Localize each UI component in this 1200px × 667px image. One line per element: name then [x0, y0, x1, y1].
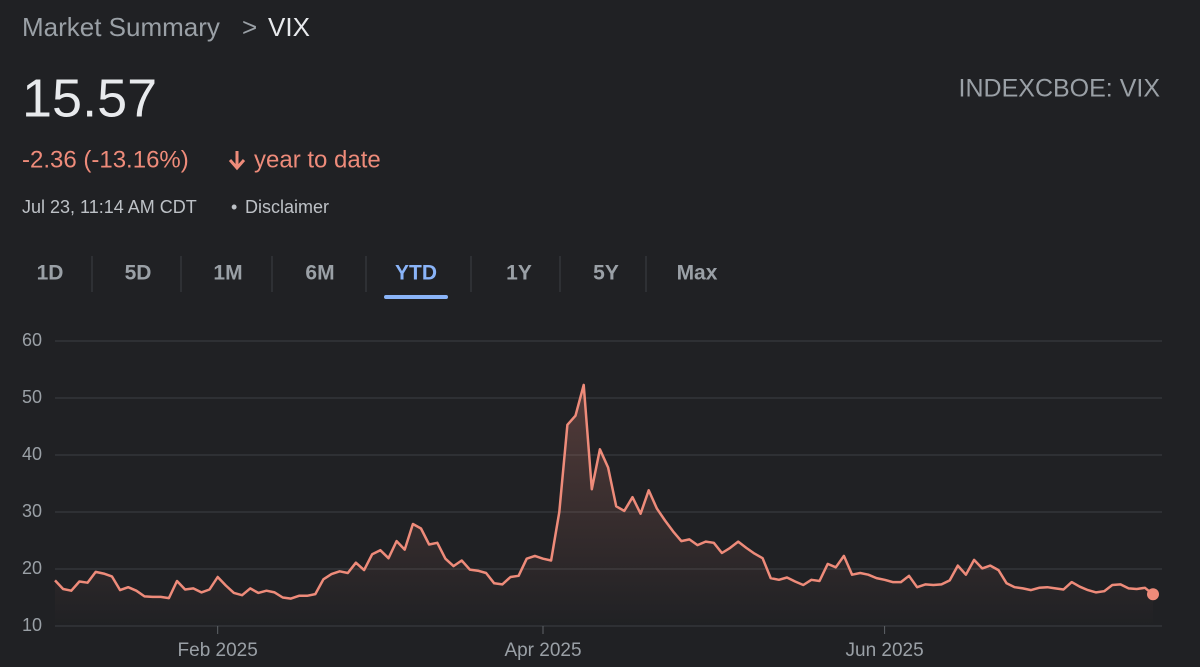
- change: -2.36 (-13.16%): [22, 146, 189, 173]
- breadcrumb-separator: >: [242, 12, 257, 42]
- disclaimer[interactable]: Disclaimer: [245, 197, 329, 217]
- range-tab[interactable]: 5Y: [593, 262, 619, 285]
- range-tab[interactable]: Max: [677, 262, 718, 285]
- line: [54, 383, 1154, 600]
- breadcrumb-current: VIX: [268, 12, 310, 42]
- price: 15.57: [22, 68, 157, 128]
- active-tab-indicator: [384, 295, 448, 299]
- y-tick-label: 10: [22, 615, 42, 635]
- y-tick-label: 50: [22, 387, 42, 407]
- x-tick-label: Feb 2025: [178, 640, 258, 661]
- range-tab[interactable]: 1M: [213, 262, 242, 285]
- range-tab[interactable]: YTD: [395, 262, 437, 285]
- ticker: INDEXCBOE: VIX: [959, 75, 1161, 103]
- period: year to date: [254, 146, 381, 173]
- bullet: •: [231, 197, 237, 217]
- chart: 10 20 30 40 50 60 Feb 2025 Apr 2025 Jun 2025: [22, 330, 1162, 661]
- range-tab[interactable]: 1D: [37, 262, 64, 285]
- breadcrumb-parent[interactable]: Market Summary: [22, 12, 220, 42]
- range-tabs: 1D 5D 1M 6M YTD 1Y 5Y Max: [37, 256, 718, 299]
- x-tick-label: Jun 2025: [846, 640, 924, 661]
- range-tab[interactable]: 6M: [305, 262, 334, 285]
- timestamp: Jul 23, 11:14 AM CDT: [22, 197, 197, 217]
- range-tab[interactable]: 5D: [125, 262, 152, 285]
- y-tick-label: 60: [22, 330, 42, 350]
- area: [55, 384, 1153, 626]
- down-arrow: [228, 151, 246, 171]
- range-tab[interactable]: 1Y: [506, 262, 532, 285]
- x-tick-label: Apr 2025: [504, 640, 581, 661]
- last-point: [1147, 588, 1159, 601]
- y-tick-label: 20: [22, 558, 42, 578]
- y-tick-label: 40: [22, 444, 42, 464]
- y-tick-label: 30: [22, 501, 42, 521]
